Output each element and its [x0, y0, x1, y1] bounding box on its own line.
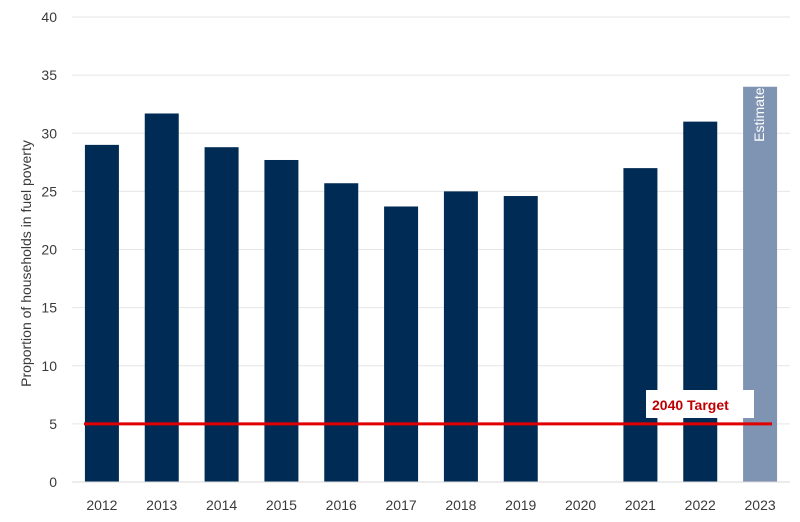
x-tick-label: 2021 [625, 497, 656, 513]
y-tick-label: 40 [41, 9, 57, 25]
bar-2016 [324, 183, 359, 483]
gridlines [72, 16, 790, 425]
x-tick-label: 2014 [206, 497, 237, 513]
x-tick-label: 2023 [745, 497, 776, 513]
y-tick-label: 30 [41, 125, 57, 141]
x-tick-label: 2017 [386, 497, 417, 513]
x-tick-label: 2012 [86, 497, 117, 513]
x-axis-ticks: 2012 2013 2014 2015 2016 2017 2018 2019 2020 2021… [86, 497, 776, 513]
y-axis-title: Proportion of households in fuel poverty [18, 140, 34, 387]
bar-2014 [204, 147, 239, 482]
x-tick-label: 2022 [685, 497, 716, 513]
bar-2015 [264, 159, 299, 483]
target-label-box [646, 390, 754, 418]
y-tick-label: 10 [41, 358, 57, 374]
x-tick-label: 2016 [326, 497, 357, 513]
target-label: 2040 Target [652, 397, 729, 413]
bar-2021 [623, 168, 658, 482]
y-axis-ticks: 0 5 10 15 20 25 30 35 40 [41, 9, 57, 490]
bar-2019 [503, 196, 538, 482]
y-tick-label: 0 [49, 474, 57, 490]
y-tick-label: 35 [41, 67, 57, 83]
bar-2012 [84, 144, 119, 482]
bar-2017 [384, 206, 419, 483]
y-tick-label: 5 [49, 416, 57, 432]
x-tick-label: 2015 [266, 497, 297, 513]
target-group: 2040 Target [84, 390, 772, 426]
x-tick-label: 2019 [505, 497, 536, 513]
bar-2022 [683, 121, 718, 482]
x-tick-label: 2020 [565, 497, 596, 513]
estimate-label: Estimate [751, 87, 767, 142]
y-tick-label: 25 [41, 183, 57, 199]
bar-2013 [144, 113, 179, 483]
x-tick-label: 2018 [445, 497, 476, 513]
y-tick-label: 15 [41, 300, 57, 316]
y-tick-label: 20 [41, 242, 57, 258]
x-tick-label: 2013 [146, 497, 177, 513]
bar-2018 [443, 191, 478, 482]
